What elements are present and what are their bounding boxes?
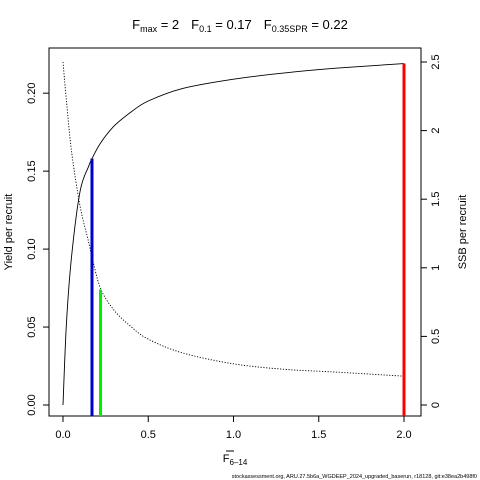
title-part-0-sub: max — [140, 24, 158, 34]
x-tick-label: 1.0 — [226, 429, 241, 441]
reference-lines — [90, 63, 406, 416]
y2-tick-label: 0.5 — [430, 329, 442, 344]
y-tick-label: 0.00 — [26, 394, 38, 415]
x-tick-label: 0.0 — [55, 429, 70, 441]
y-tick-label: 0.05 — [26, 316, 38, 337]
x-label-main: F — [223, 453, 230, 465]
y2-tick-label: 2 — [430, 128, 442, 134]
x-tick-label: 0.5 — [141, 429, 156, 441]
plot-frame — [48, 47, 422, 417]
chart-title: Fmax = 2 F0.1 = 0.17 F0.35SPR = 0.22 — [132, 17, 348, 34]
y-tick-label: 0.10 — [26, 238, 38, 259]
footnote: stockassessment.org, ARU.27.5b6a_WGDEEP_… — [232, 474, 477, 480]
series-layer — [62, 61, 405, 406]
y2-tick-label: 0 — [430, 402, 442, 408]
y2-tick-label: 2.5 — [430, 54, 442, 69]
title-part-1-value: = 0.17 — [212, 17, 252, 32]
title-part-0-value: = 2 — [157, 17, 179, 32]
y-axis-label: Yield per recruit — [3, 194, 15, 271]
title-part-2-sub: 0.35SPR — [272, 24, 309, 34]
title-part-2-value: = 0.22 — [308, 17, 348, 32]
y-tick-label: 0.15 — [26, 160, 38, 181]
y-axis-right: 0 0.5 1 1.5 2 2.5 — [421, 54, 442, 408]
x-tick-label: 2.0 — [396, 429, 411, 441]
y-axis-left: 0.00 0.05 0.10 0.15 0.20 — [26, 82, 49, 416]
x-tick-label: 1.5 — [311, 429, 326, 441]
ssb-per-recruit-line — [62, 61, 405, 377]
x-axis-label: F6–14 — [223, 453, 248, 467]
y2-tick-label: 1.5 — [430, 192, 442, 207]
y-tick-label: 0.20 — [26, 82, 38, 103]
title-part-1: F — [191, 17, 199, 32]
y2-tick-label: 1 — [430, 265, 442, 271]
yield-per-recruit-line — [62, 63, 405, 406]
x-axis: 0.0 0.5 1.0 1.5 2.0 — [55, 416, 412, 452]
title-part-0: F — [132, 17, 140, 32]
x-label-sub: 6–14 — [229, 458, 247, 467]
title-part-2: F — [264, 17, 272, 32]
title-part-1-sub: 0.1 — [199, 24, 212, 34]
y2-axis-label: SSB per recruit — [457, 195, 469, 270]
